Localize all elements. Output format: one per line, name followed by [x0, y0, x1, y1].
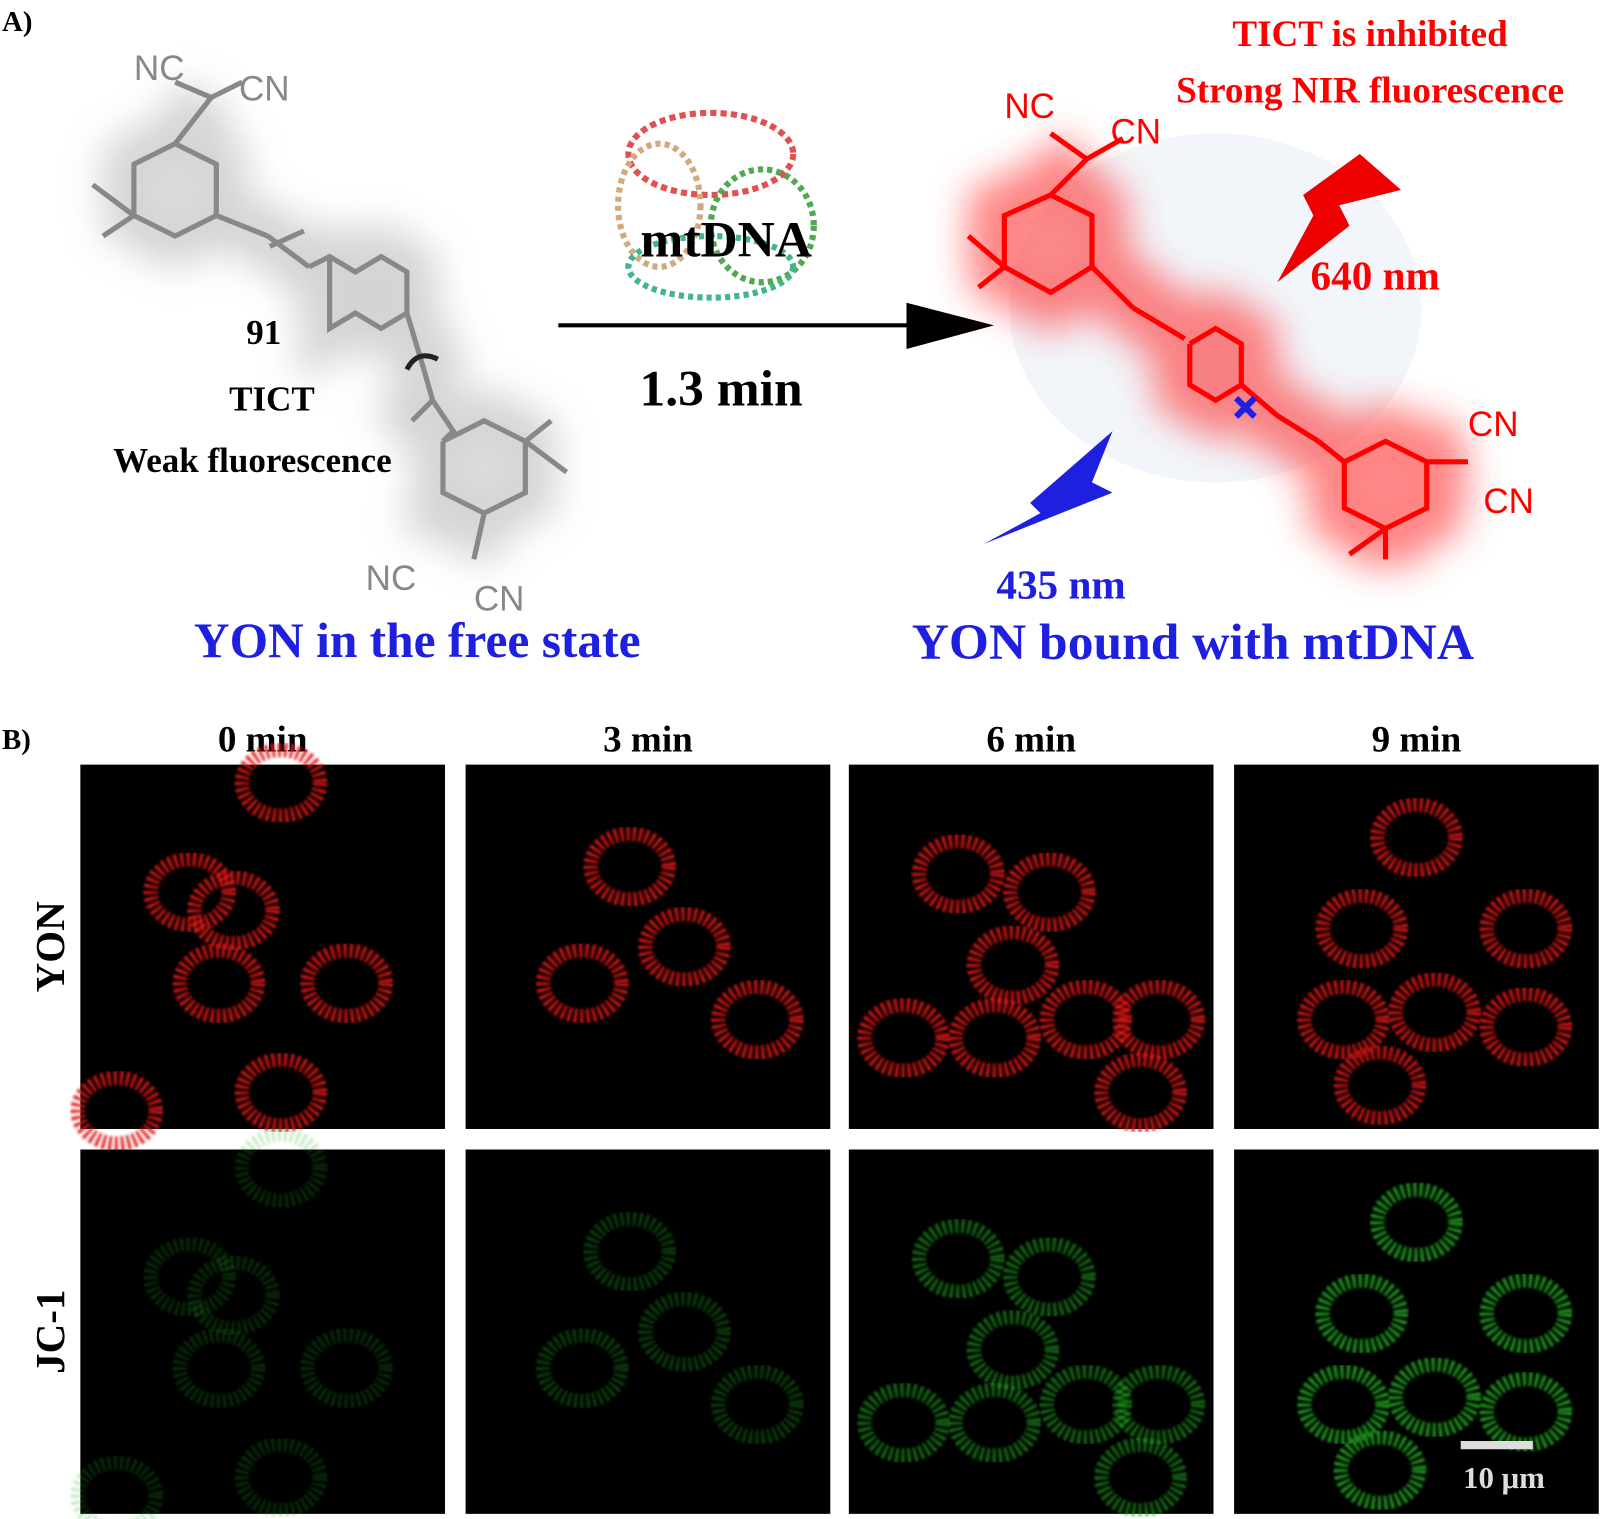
cell: [187, 870, 280, 951]
cell: [1315, 888, 1409, 969]
compound-number: 91: [246, 313, 281, 352]
structure: [966, 131, 1468, 560]
column-label: 0 min: [218, 719, 308, 760]
cell: [911, 1218, 1005, 1299]
substituent: CN: [1468, 405, 1519, 444]
substituent: CN: [239, 70, 290, 109]
emission-wavelength: 640 nm: [1311, 252, 1440, 298]
status: TICT is inhibited: [1232, 14, 1508, 55]
cell: [234, 1052, 328, 1133]
cell: [1479, 1273, 1573, 1354]
arrow-label: mtDNA: [640, 212, 812, 269]
cell: [1094, 1052, 1187, 1133]
scale-label: 10 μm: [1463, 1461, 1545, 1495]
cell: [966, 1309, 1060, 1390]
cell: [583, 826, 677, 907]
cell: [234, 1437, 328, 1518]
row-label: YON: [27, 901, 73, 992]
caption: YON bound with mtDNA: [912, 614, 1474, 671]
substituent: CN: [474, 580, 525, 619]
cell: [143, 852, 237, 933]
cell: [172, 1328, 266, 1409]
cell: [1003, 852, 1096, 933]
cell: [857, 1382, 950, 1463]
micrograph: [1234, 1149, 1599, 1514]
status: Strong NIR fluorescence: [1176, 71, 1564, 112]
column-label: 3 min: [603, 719, 693, 760]
cell: [535, 943, 629, 1024]
substituent: NC: [134, 49, 185, 88]
cell: [583, 1211, 677, 1292]
cell: [187, 1255, 280, 1336]
bound-molecule: [966, 131, 1473, 569]
cell: [1094, 1437, 1187, 1518]
substituent: NC: [366, 559, 417, 598]
cell: [1003, 1237, 1096, 1318]
substituent: NC: [1004, 87, 1055, 126]
cell: [1388, 1357, 1482, 1438]
cell: [1370, 797, 1463, 878]
mechanism: TICT: [229, 380, 315, 419]
cell: [300, 1328, 393, 1409]
cell: [710, 1364, 804, 1445]
cell: [1388, 972, 1482, 1053]
cell: [1479, 986, 1573, 1067]
cell: [911, 833, 1005, 914]
rotation-arrow: [404, 353, 439, 371]
cell: [234, 742, 328, 823]
cell: [638, 1291, 731, 1372]
panel-label: A): [2, 6, 32, 38]
cell: [948, 997, 1042, 1078]
cell: [1112, 1364, 1206, 1445]
cell: [234, 1127, 328, 1208]
cell: [1315, 1273, 1409, 1354]
blocked-rotation: [1233, 396, 1257, 419]
cell: [172, 943, 266, 1024]
structure: [91, 79, 569, 560]
protein: [614, 109, 817, 301]
cell: [857, 997, 950, 1078]
cell: [143, 1237, 237, 1318]
cell: [535, 1328, 629, 1409]
cell: [948, 1382, 1042, 1463]
panel-label: B): [2, 724, 31, 756]
micrograph: [1234, 764, 1599, 1129]
cell: [638, 906, 731, 987]
cell: [1479, 888, 1573, 969]
row-label: JC-1: [27, 1290, 73, 1374]
cell: [1370, 1182, 1463, 1263]
emission-wavelength: 435 nm: [996, 561, 1125, 607]
substituent: CN: [1110, 113, 1161, 152]
emission-note: Weak fluorescence: [113, 441, 391, 480]
cell: [1333, 1045, 1427, 1126]
caption: YON in the free state: [194, 613, 641, 668]
column-label: 6 min: [986, 719, 1076, 760]
micrograph-grid: 0 min 3 min 6 min 9 min YON JC-1 10 μm: [27, 719, 1599, 1519]
cell: [70, 1070, 164, 1151]
cell: [70, 1455, 164, 1519]
cell: [1297, 979, 1390, 1060]
arrow-label: 1.3 min: [640, 360, 803, 417]
cell: [1112, 979, 1206, 1060]
cell: [1297, 1364, 1390, 1445]
cell: [966, 924, 1060, 1006]
column-label: 9 min: [1372, 719, 1462, 760]
free-molecule: [91, 78, 569, 568]
blue-emission: [983, 431, 1113, 544]
cell: [710, 979, 804, 1060]
arrow-head: [906, 302, 995, 349]
substituent: CN: [1483, 482, 1534, 521]
cell: [1333, 1430, 1427, 1511]
cell: [300, 943, 393, 1024]
red-emission: [1277, 153, 1401, 283]
